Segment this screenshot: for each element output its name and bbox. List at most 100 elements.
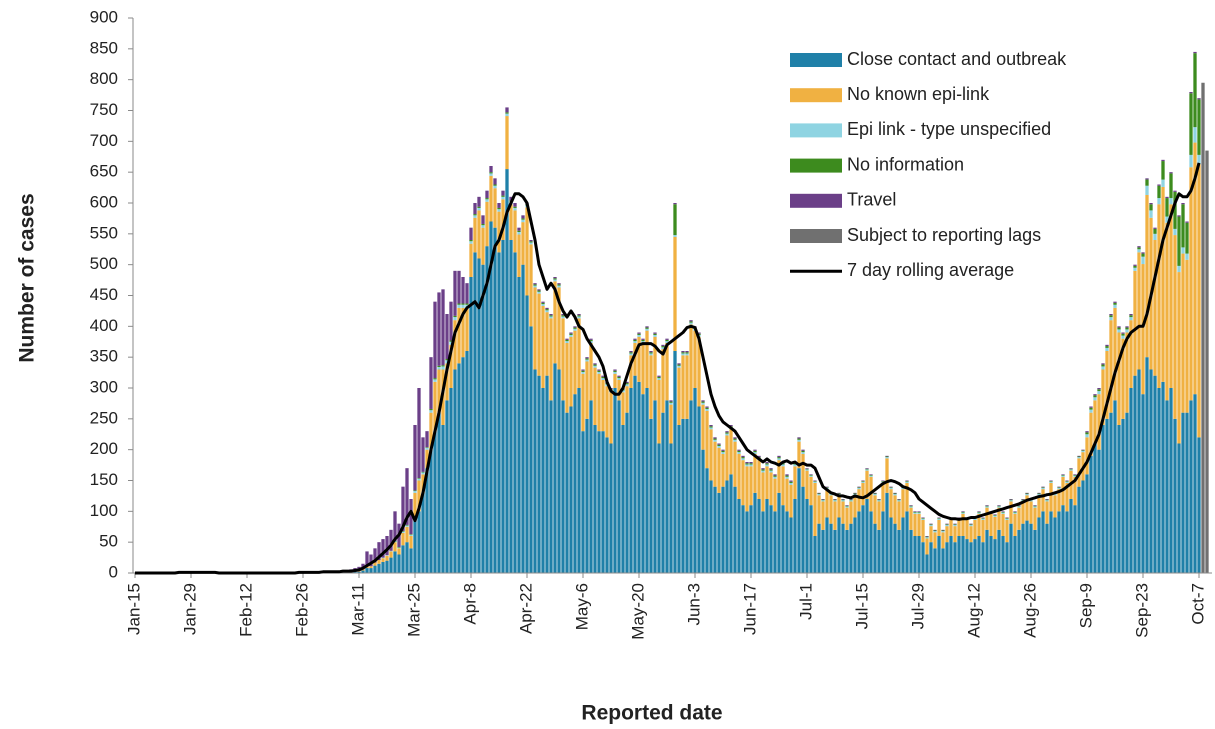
bar-segment	[997, 505, 1001, 506]
bar-segment	[993, 515, 997, 516]
bar-segment	[657, 378, 661, 380]
bar-segment	[1125, 327, 1129, 330]
bar-segment	[789, 517, 793, 573]
bar-segment	[941, 532, 945, 549]
y-tick-label: 350	[90, 347, 118, 366]
bar-segment	[677, 363, 681, 365]
bar-segment	[993, 515, 997, 517]
bar-segment	[785, 475, 789, 477]
bar-segment	[485, 246, 489, 573]
bar-segment	[1045, 523, 1049, 573]
bar-segment	[1121, 335, 1125, 339]
bar-segment	[573, 326, 577, 328]
bar-segment	[857, 487, 861, 488]
bar-segment	[1197, 164, 1201, 438]
bar-segment	[533, 284, 537, 286]
bar-segment	[1041, 487, 1045, 490]
foreground: 0 50 100 150 200 250 300 350 400 450 500 550 600 650 7…	[90, 7, 1212, 640]
bar-segment	[737, 449, 741, 451]
bar-segment	[845, 505, 849, 506]
bar-segment	[925, 536, 929, 537]
bar-segment	[629, 388, 633, 573]
bar-segment	[809, 475, 813, 477]
bar-segment	[1045, 501, 1049, 524]
bar-segment	[641, 394, 645, 573]
bar-segment	[577, 388, 581, 573]
bar-segment	[597, 371, 601, 374]
bar-segment	[741, 460, 745, 506]
bar-segment	[861, 482, 865, 506]
bar-segment	[797, 438, 801, 440]
bar-segment	[653, 332, 657, 334]
y-tick-label: 100	[90, 501, 118, 520]
bar-segment	[933, 532, 937, 549]
y-tick-label: 50	[99, 532, 118, 551]
bar-segment	[917, 513, 921, 536]
bar-segment	[1105, 344, 1109, 347]
bar-segment	[773, 476, 777, 479]
bar-segment	[777, 457, 781, 459]
bar-segment	[1093, 443, 1097, 573]
bar-segment	[1057, 487, 1061, 490]
bar-segment	[1189, 154, 1193, 168]
bar-segment	[985, 507, 989, 530]
bar-segment	[513, 252, 517, 574]
bar-segment	[381, 557, 385, 559]
bar-segment	[733, 438, 737, 440]
bar-segment	[1145, 179, 1149, 186]
bar-segment	[793, 466, 797, 499]
bar-segment	[461, 277, 465, 304]
bar-segment	[833, 499, 837, 500]
bar-segment	[1177, 215, 1181, 217]
bar-segment	[1185, 253, 1189, 260]
bar-segment	[969, 542, 973, 573]
bar-segment	[697, 332, 701, 334]
bar-segment	[381, 558, 385, 562]
bar-segment	[741, 457, 745, 459]
bar-segment	[969, 526, 973, 543]
bar-segment	[917, 536, 921, 573]
bar-segment	[409, 536, 413, 549]
bar-segment	[569, 406, 573, 573]
bar-segment	[601, 375, 605, 377]
bar-segment	[701, 400, 705, 402]
bar-segment	[581, 371, 585, 374]
bar-segment	[801, 453, 805, 487]
bar-segment	[873, 492, 877, 494]
bar-segment	[985, 505, 989, 507]
bar-segment	[529, 240, 533, 242]
bar-segment	[1145, 178, 1149, 180]
bar-segment	[1181, 412, 1185, 573]
bar-segment	[473, 214, 477, 216]
bar-segment	[1169, 173, 1173, 199]
bar-segment	[1165, 400, 1169, 573]
bar-segment	[1049, 511, 1053, 573]
bar-segment	[825, 489, 829, 518]
bar-segment	[809, 505, 813, 573]
bar-segment	[965, 519, 969, 540]
bar-segment	[541, 388, 545, 573]
bar-segment	[1001, 513, 1005, 536]
bar-segment	[433, 381, 437, 432]
bar-segment	[529, 326, 533, 573]
bar-segment	[493, 185, 497, 189]
bar-segment	[1109, 412, 1113, 573]
bar-segment	[905, 511, 909, 573]
bar-segment	[1173, 191, 1177, 229]
bar-segment	[517, 234, 521, 277]
bar-segment	[1101, 366, 1105, 370]
bar-segment	[821, 529, 825, 573]
bar-segment	[973, 518, 977, 520]
bar-segment	[801, 452, 805, 454]
bar-segment	[1041, 489, 1045, 512]
bar-segment	[1161, 159, 1165, 162]
bar-segment	[825, 486, 829, 488]
bar-segment	[913, 512, 917, 514]
bar-segment	[865, 499, 869, 573]
bar-segment	[801, 449, 805, 451]
bar-segment	[1133, 265, 1137, 268]
bar-segment	[461, 304, 465, 308]
bar-segment	[1137, 249, 1141, 253]
bar-segment	[645, 326, 649, 328]
bar-segment	[857, 511, 861, 573]
